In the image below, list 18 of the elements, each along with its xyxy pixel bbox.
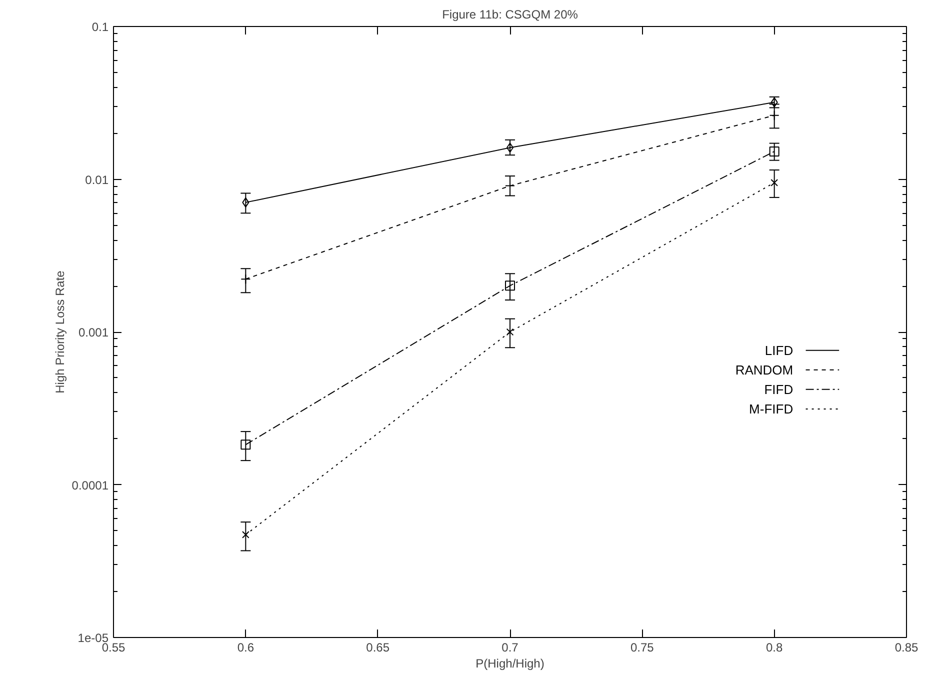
x-tick-label: 0.8	[766, 640, 783, 654]
x-tick-label: 0.7	[502, 640, 519, 654]
y-tick-label: 0.01	[85, 172, 109, 187]
x-tick-label: 0.85	[894, 640, 919, 654]
chart-title: Figure 11b: CSGQM 20%	[442, 8, 578, 22]
y-tick-label: 0.1	[92, 20, 109, 34]
y-tick-label: 0.001	[78, 326, 109, 340]
x-tick-label: 0.55	[102, 640, 126, 654]
x-tick-label: 0.6	[237, 640, 254, 654]
legend-label: M-FIFD	[749, 401, 794, 416]
x-axis-title: P(High/High)	[476, 656, 544, 670]
legend-label: FIFD	[764, 382, 794, 397]
x-tick-label: 0.65	[366, 640, 390, 654]
y-axis-title: High Priority Loss Rate	[52, 270, 67, 394]
legend-label: RANDOM	[735, 362, 794, 378]
x-tick-label: 0.75	[630, 640, 654, 654]
y-tick-label: 0.0001	[72, 478, 109, 492]
legend-label: LIFD	[764, 342, 794, 358]
